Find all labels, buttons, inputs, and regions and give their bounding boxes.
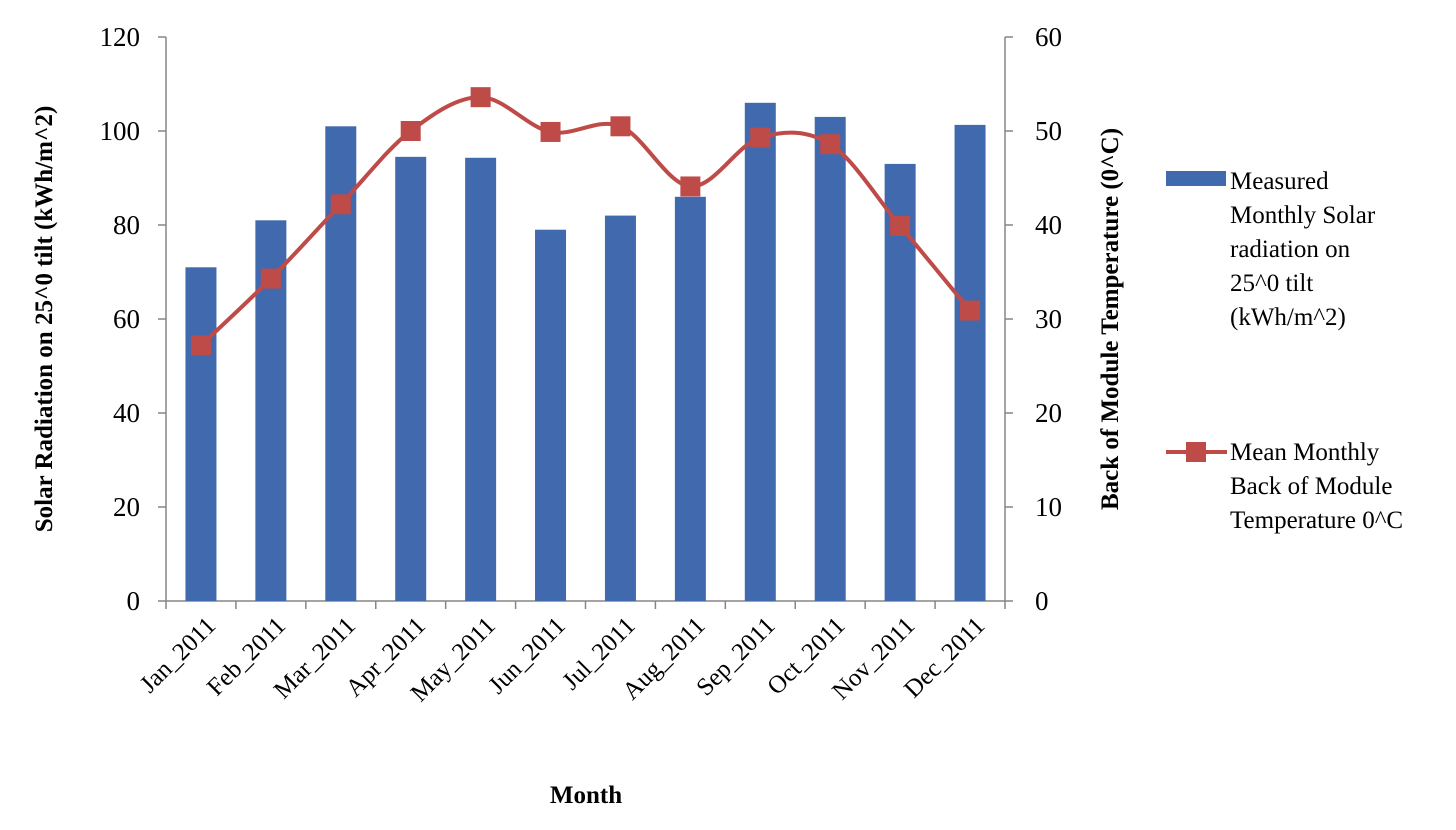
right-tick-label: 0 bbox=[1035, 586, 1049, 616]
bar bbox=[185, 267, 217, 601]
legend: Measured Monthly Solar radiation on 25^0 ti… bbox=[1166, 168, 1403, 534]
left-tick-label: 100 bbox=[100, 116, 141, 146]
legend-bar-swatch bbox=[1166, 171, 1226, 186]
right-tick-label: 40 bbox=[1035, 210, 1062, 240]
legend-label-line: (kWh/m^2) bbox=[1230, 304, 1346, 331]
left-tick-label: 120 bbox=[100, 22, 141, 52]
line-series bbox=[190, 87, 981, 356]
line-marker bbox=[680, 176, 701, 197]
line-marker bbox=[960, 300, 981, 321]
bar bbox=[744, 102, 776, 602]
bar bbox=[814, 116, 846, 602]
line-marker bbox=[470, 87, 491, 108]
y2-axis-title: Back of Module Temperature (0^C) bbox=[1097, 128, 1124, 510]
legend-bar-label: Measured Monthly Solar radiation on 25^0 ti… bbox=[1230, 168, 1376, 331]
left-tick-label: 60 bbox=[113, 304, 140, 334]
right-tick-label: 30 bbox=[1035, 304, 1062, 334]
x-axis-title: Month bbox=[550, 782, 622, 809]
line-marker bbox=[330, 194, 351, 215]
right-tick-label: 20 bbox=[1035, 398, 1062, 428]
right-tick-label: 50 bbox=[1035, 116, 1062, 146]
temperature-line bbox=[199, 95, 972, 347]
bar bbox=[674, 196, 706, 602]
line-marker bbox=[190, 335, 211, 356]
bar bbox=[465, 157, 497, 602]
legend-label-line: 25^0 tilt bbox=[1230, 270, 1313, 297]
category-labels: Jan_2011Feb_2011Mar_2011Apr_2011May_2011… bbox=[135, 612, 990, 707]
right-tick-label: 10 bbox=[1035, 492, 1062, 522]
legend-label-line: Mean Monthly bbox=[1230, 439, 1380, 466]
left-tick-label: 40 bbox=[113, 398, 140, 428]
line-marker bbox=[260, 268, 281, 289]
line-marker bbox=[890, 215, 911, 236]
left-tick-label: 20 bbox=[113, 492, 140, 522]
legend-label-line: Monthly Solar bbox=[1230, 202, 1376, 229]
line-marker bbox=[610, 116, 631, 137]
line-marker bbox=[540, 121, 561, 142]
axes bbox=[165, 37, 1006, 602]
bar bbox=[395, 156, 427, 601]
x-axis-ticks bbox=[165, 601, 1006, 609]
line-marker bbox=[400, 121, 421, 141]
legend-label-line: Measured bbox=[1230, 168, 1329, 195]
legend-line-marker bbox=[1186, 442, 1206, 462]
left-tick-label: 80 bbox=[113, 210, 140, 240]
right-axis-ticks: 0 10 20 30 40 50 60 bbox=[1005, 22, 1062, 616]
bar bbox=[604, 215, 636, 601]
left-axis-ticks: 0 20 40 60 80 100 120 bbox=[100, 22, 166, 616]
line-marker bbox=[750, 127, 771, 148]
bar bbox=[954, 124, 986, 601]
bar bbox=[535, 229, 567, 601]
legend-label-line: Back of Module bbox=[1230, 473, 1392, 500]
left-tick-label: 0 bbox=[127, 586, 141, 616]
bar-series bbox=[185, 102, 986, 602]
line-marker bbox=[820, 134, 841, 155]
legend-line-label: Mean Monthly Back of Module Temperature 0^… bbox=[1230, 439, 1403, 534]
y-axis-title: Solar Radiation on 25^0 tilt (kWh/m^2) bbox=[31, 106, 58, 533]
right-tick-label: 60 bbox=[1035, 22, 1062, 52]
legend-label-line: radiation on bbox=[1230, 236, 1351, 263]
legend-label-line: Temperature 0^C bbox=[1230, 507, 1403, 534]
category-label: Jun_2011 bbox=[484, 612, 571, 699]
